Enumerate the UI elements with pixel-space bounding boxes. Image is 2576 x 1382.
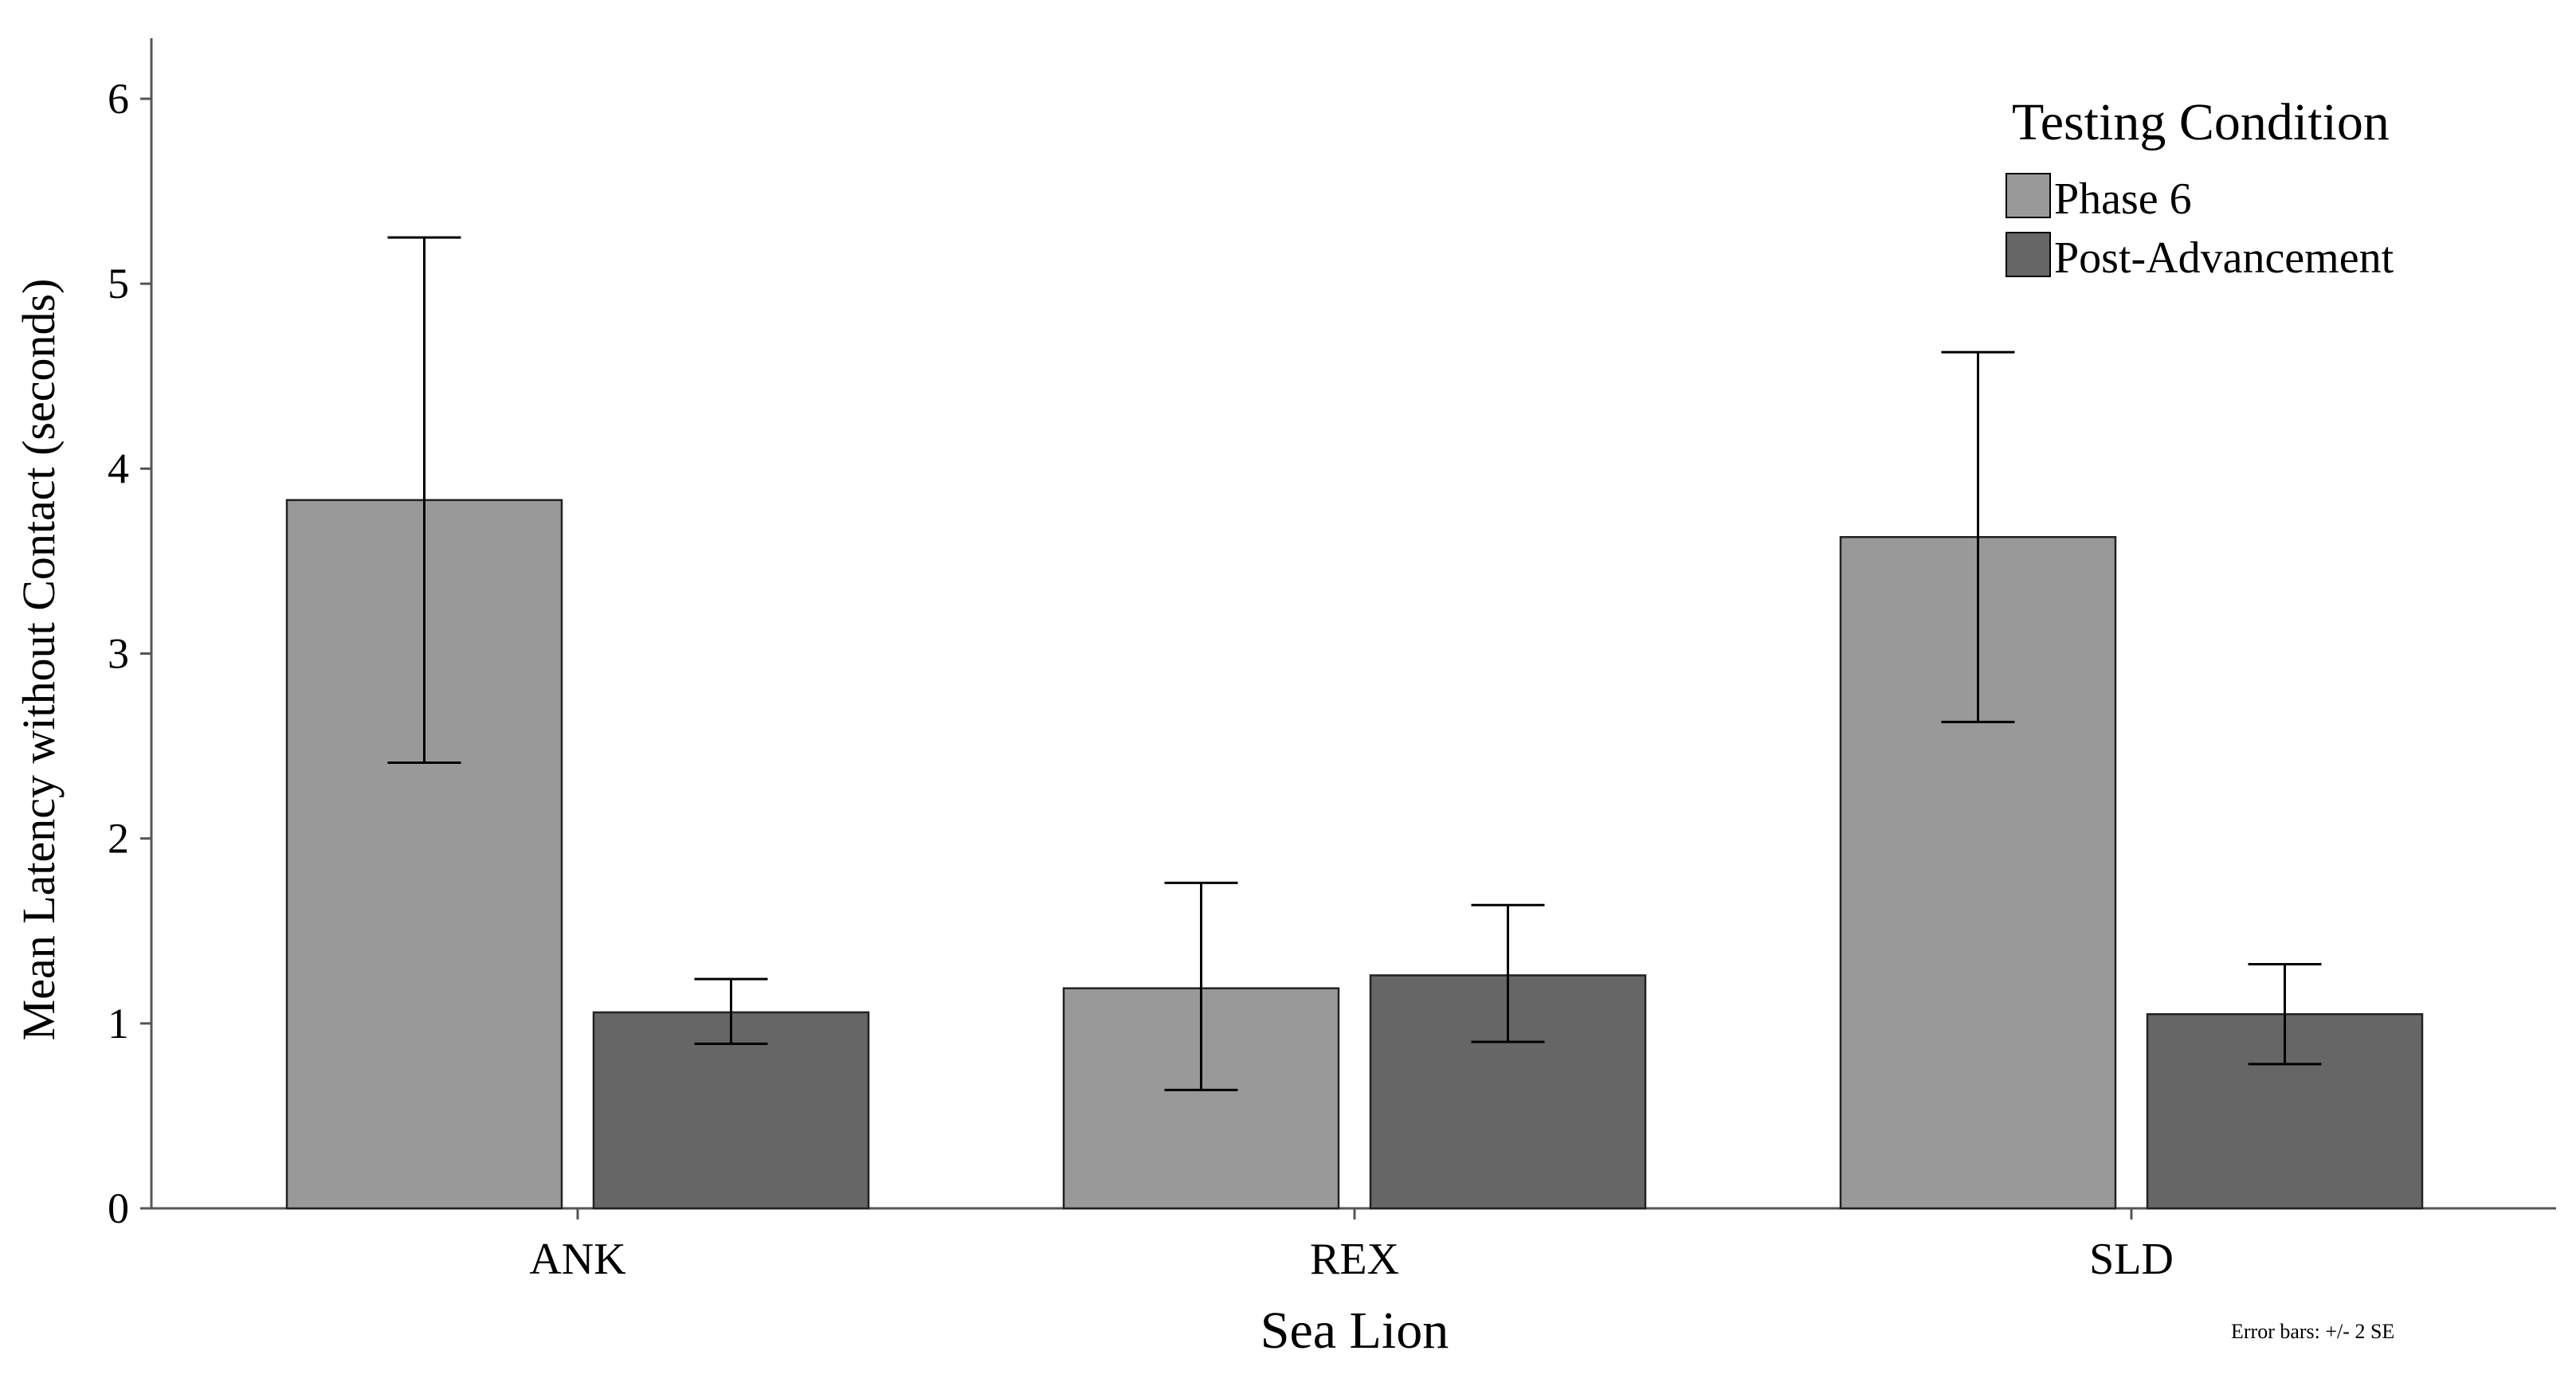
y-tick-label: 5 bbox=[108, 260, 129, 307]
y-tick-label: 1 bbox=[108, 1000, 129, 1047]
y-tick-label: 4 bbox=[108, 444, 129, 492]
x-tick-label: SLD bbox=[2089, 1235, 2174, 1284]
legend-swatch-post-advancement bbox=[2006, 232, 2051, 277]
y-tick-label: 3 bbox=[108, 630, 129, 678]
bar-post-advancement-ank bbox=[592, 1011, 870, 1210]
legend-swatch-phase-6 bbox=[2006, 173, 2051, 218]
x-tick-label: REX bbox=[1310, 1235, 1399, 1284]
y-tick-label: 6 bbox=[108, 75, 129, 123]
bars bbox=[285, 499, 2424, 1210]
legend-label-phase-6: Phase 6 bbox=[2054, 174, 2192, 224]
x-tick-label: ANK bbox=[529, 1235, 625, 1284]
footnote: Error bars: +/- 2 SE bbox=[2231, 1320, 2394, 1343]
x-axis-title: Sea Lion bbox=[1261, 1302, 1449, 1360]
legend: Testing Condition Phase 6 Post-Advanceme… bbox=[2006, 93, 2394, 283]
y-axis-title: Mean Latency without Contact (seconds) bbox=[13, 279, 65, 1041]
legend-label-post-advancement: Post-Advancement bbox=[2054, 233, 2394, 283]
y-tick-label: 0 bbox=[108, 1184, 129, 1232]
y-tick-label: 2 bbox=[108, 815, 129, 863]
error-bars bbox=[387, 236, 2322, 1091]
legend-title: Testing Condition bbox=[2012, 93, 2390, 151]
